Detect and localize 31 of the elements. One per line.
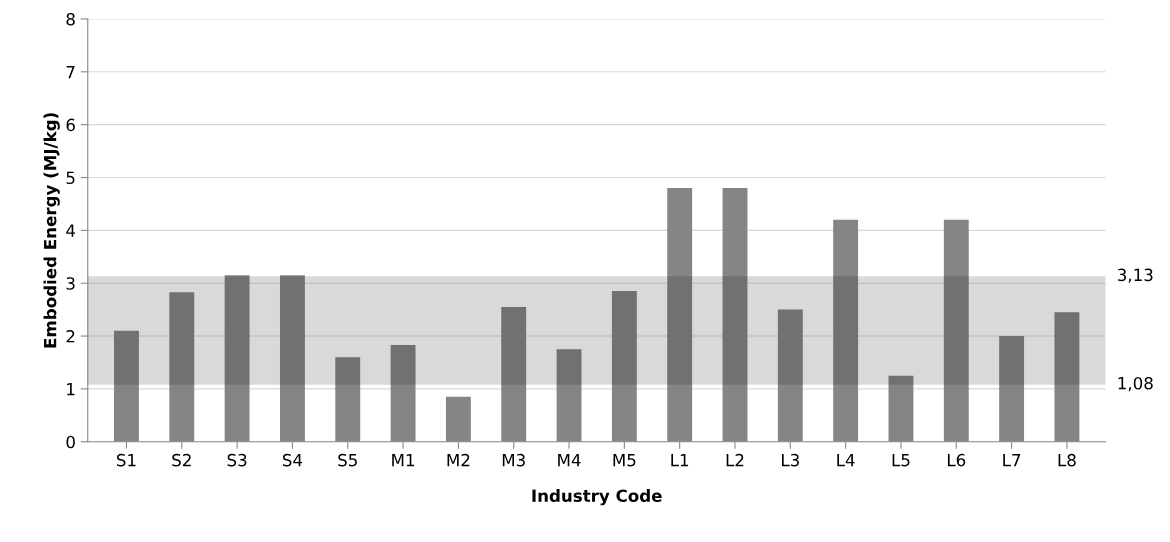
- x-tick-label: L8: [1058, 453, 1076, 467]
- text: 1,08: [1118, 376, 1153, 392]
- x-tick-label: L4: [837, 454, 855, 467]
- x-tick-label: M1: [392, 454, 415, 467]
- x-tick-label: S2: [172, 453, 191, 467]
- x-tick-label: L7: [1003, 454, 1021, 467]
- y-tick-label: 0: [66, 435, 75, 449]
- y-tick-label: 7: [66, 66, 75, 79]
- x-axis-title: Industry Code: [532, 489, 662, 506]
- x-tick-label: L6: [947, 453, 966, 467]
- x-tick-label: M2: [447, 453, 470, 467]
- x-tick-label: M4: [558, 454, 581, 467]
- y-tick-label: 3: [66, 277, 75, 290]
- x-tick-label: M3: [502, 453, 525, 467]
- y-tick-label: 6: [66, 118, 75, 132]
- x-tick-label: L1: [671, 454, 689, 467]
- x-tick-label: S5: [338, 453, 357, 467]
- x-tick-label: S4: [282, 453, 303, 467]
- x-tick-label: M5: [613, 454, 636, 467]
- x-tick-label: L2: [726, 453, 744, 467]
- x-tick-label: S1: [116, 453, 136, 467]
- y-tick-label: 4: [66, 224, 76, 237]
- y-axis-title: Embodied Energy (MJ/kg): [43, 113, 60, 348]
- y-tick-label: 1: [67, 383, 75, 396]
- y-tick-label: 8: [66, 12, 75, 26]
- x-tick-label: S3: [227, 453, 247, 467]
- text: 3,13: [1118, 268, 1153, 283]
- x-tick-label: L5: [892, 454, 910, 467]
- y-tick-label: 5: [66, 171, 75, 185]
- y-tick-label: 2: [66, 330, 75, 343]
- x-tick-label: L3: [782, 453, 799, 467]
